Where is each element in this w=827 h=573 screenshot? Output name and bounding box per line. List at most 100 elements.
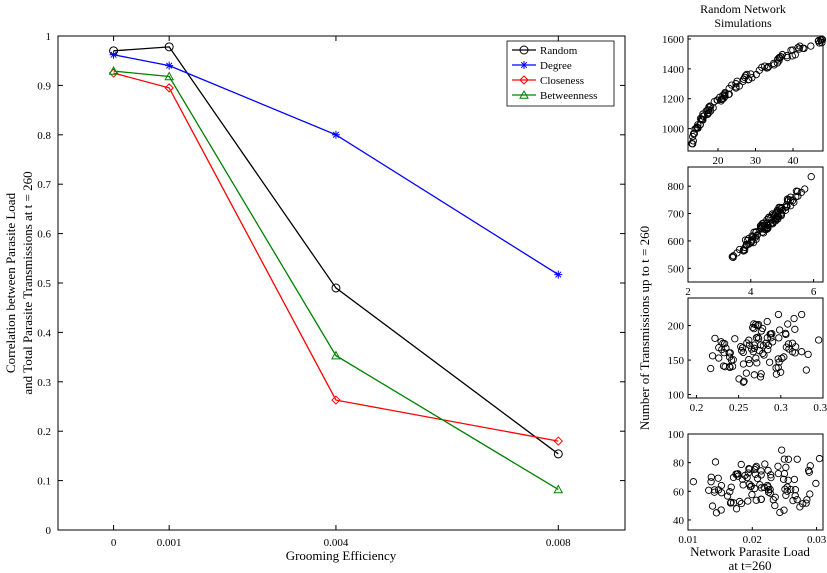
series-point-random [331,283,341,293]
series-point-degree [331,130,340,139]
series-point-closeness [553,436,564,446]
scatter-point [775,334,783,342]
scatter-point [767,334,775,342]
scatter-point [728,81,736,89]
scatter-point [783,483,791,491]
scatter-point [752,462,760,471]
legend-label-random: Random [540,45,578,57]
scatter-y-tick-label: 80 [673,458,685,470]
legend-marker-betweenness [519,89,529,99]
scatter-point [726,362,734,371]
scatter-x-tick-label: 0.02 [743,534,762,546]
scatter-point [740,246,749,255]
scatter-point [710,486,719,494]
scatter-y-tick-label: 1000 [662,124,685,136]
scatter-point [800,44,808,53]
scatter-point [744,497,752,505]
scatter-point [764,341,773,349]
scatter-point [720,348,728,357]
main-x-tick-label: 0 [111,537,117,549]
scatter-point [726,499,735,507]
scatter-point [748,74,756,82]
legend-label-degree: Degree [540,60,572,72]
scatter-point [745,465,753,473]
legend-label-betweenness: Betweenness [540,90,597,102]
scatter-point [753,321,762,330]
series-point-degree [554,270,563,279]
scatter-point [766,489,774,497]
scatter-point [707,473,715,481]
main-y-tick-label: 0.5 [37,278,51,290]
scatter-point [796,503,804,511]
series-point-closeness [331,395,341,405]
series-line-degree [113,54,559,276]
scatter-point [793,455,801,463]
scatter-point [751,464,760,472]
series-point-degree [165,61,174,70]
main-x-tick-label: 0.008 [546,537,571,549]
scatter-x-tick-label: 2 [685,286,691,298]
scatter-point [784,476,792,484]
scatter-point [797,348,806,356]
scatter-point [790,314,798,323]
scatter-y-tick-label: 1200 [662,94,685,106]
scatter-point [753,359,761,367]
scatter-point [751,484,759,493]
scatter-x-tick-label: 0.2 [690,402,704,414]
scatter-point [814,336,823,344]
scatter-point [784,455,793,463]
scatter-point [804,350,812,359]
scatter-point [780,353,788,361]
scatter-point [779,475,788,483]
scatter-y-tick-label: 40 [673,515,685,527]
scatter-point [759,341,768,350]
scatter-point [765,358,774,366]
scatter-point [705,103,713,111]
scatter-point [707,478,715,486]
scatter-point [764,483,772,491]
series-point-closeness [164,83,174,93]
scatter-point [757,495,765,503]
scatter-point [791,343,800,351]
scatter-point [801,185,809,193]
main-y-axis-label-line2: and Total Parasite Transmissions at t = … [20,171,35,394]
scatter-point [791,486,800,494]
scatter-point [710,97,718,106]
scatter-point [741,471,749,480]
scatter-point [815,454,824,463]
scatter-point [712,509,721,517]
scatter-point [789,496,797,505]
scatter-point [784,340,793,348]
scatter-y-tick-label: 1400 [662,64,685,76]
series-point-degree [109,50,118,59]
scatter-point [793,496,801,504]
scatter-point [758,219,767,228]
scatter-y-tick-label: 500 [668,263,685,275]
small-title-line2: Simulations [714,16,772,30]
scatter-point [778,50,787,59]
scatter-point [795,45,803,53]
scatter-y-tick-label: 600 [668,236,685,248]
scatter-point [750,371,758,379]
scatter-x-tick-label: 0.01 [678,534,697,546]
main-y-axis-label-line1: Correlation between Parasite Load [3,192,18,373]
scatter-point [743,339,751,347]
scatter-frame [687,433,824,531]
scatter-point [818,39,826,47]
scatter-point [802,366,810,374]
scatter-point [690,129,699,138]
scatter-point [807,42,815,50]
scatter-point [753,474,762,483]
scatter-point [782,330,790,339]
scatter-y-tick-label: 800 [668,181,685,193]
scatter-point [738,475,747,483]
small-x-label-line1: Network Parasite Load [690,544,810,559]
scatter-point [806,490,814,498]
scatter-point [778,354,786,363]
scatter-point [689,137,697,145]
main-y-tick-label: 0.9 [37,80,51,92]
scatter-point [733,77,741,85]
scatter-point [802,499,810,507]
main-y-tick-label: 0.8 [37,130,51,142]
series-point-betweenness [108,66,119,75]
